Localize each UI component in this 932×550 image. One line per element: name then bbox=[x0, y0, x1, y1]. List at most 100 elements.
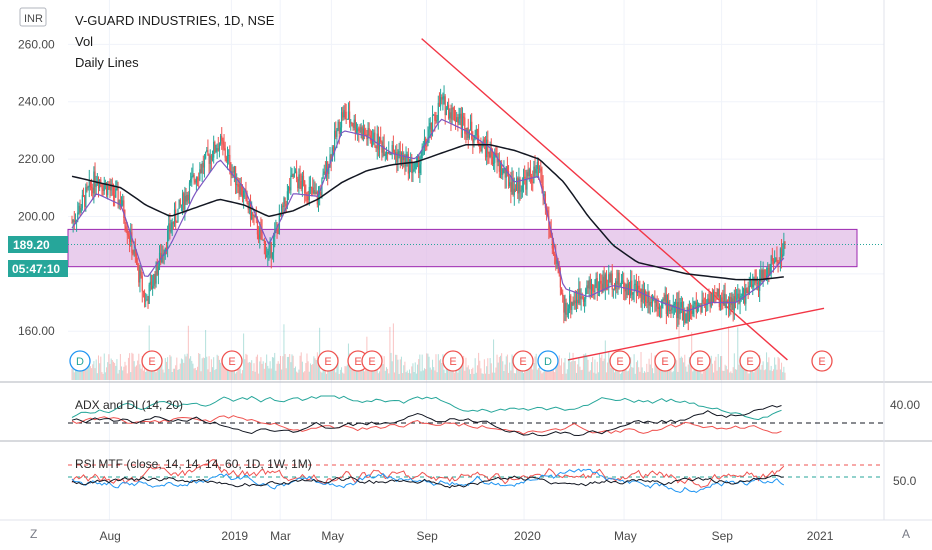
candle-body bbox=[718, 288, 720, 307]
candle-body bbox=[135, 255, 138, 264]
candle-body bbox=[661, 300, 663, 309]
candle-body bbox=[480, 148, 482, 152]
volume-bar bbox=[194, 367, 196, 380]
volume-bar bbox=[503, 371, 505, 380]
candle-body bbox=[461, 116, 464, 129]
candle-body bbox=[649, 301, 651, 306]
candle-body bbox=[559, 273, 561, 288]
candle-body bbox=[188, 182, 191, 201]
volume-bar bbox=[356, 366, 358, 380]
candle-body bbox=[670, 309, 672, 311]
candle-body bbox=[93, 171, 95, 194]
event-marker-dividend[interactable]: D bbox=[69, 350, 91, 372]
volume-bar bbox=[580, 370, 582, 380]
candle-body bbox=[71, 222, 73, 224]
event-marker-earnings[interactable]: E bbox=[361, 350, 383, 372]
volume-bar bbox=[278, 363, 280, 380]
time-axis[interactable]: Aug 2019 Mar May Sep 2020 May Sep 2021 bbox=[99, 529, 833, 543]
volume-bar bbox=[667, 363, 669, 380]
volume-bar bbox=[747, 373, 749, 380]
volume-bar bbox=[225, 367, 227, 380]
candle-body bbox=[155, 262, 157, 284]
candle-body bbox=[555, 254, 557, 264]
candle-body bbox=[595, 278, 597, 286]
candle-body bbox=[211, 157, 214, 161]
candle-body bbox=[140, 270, 142, 276]
candle-body bbox=[716, 292, 718, 297]
candle-body bbox=[586, 285, 588, 289]
volume-bar bbox=[429, 367, 431, 380]
event-circle bbox=[512, 350, 534, 372]
candle-body bbox=[777, 261, 779, 263]
candle-body bbox=[732, 298, 734, 311]
candle-body bbox=[573, 300, 575, 305]
candle-body bbox=[334, 130, 336, 152]
volume-bar bbox=[394, 372, 396, 380]
event-marker-earnings[interactable]: E bbox=[317, 350, 339, 372]
candle-body bbox=[433, 114, 435, 116]
candle-body bbox=[269, 242, 271, 248]
volume-bar bbox=[231, 364, 233, 380]
event-marker-earnings[interactable]: E bbox=[811, 350, 833, 372]
event-marker-dividend[interactable]: D bbox=[537, 350, 559, 372]
auto-scale-button[interactable] bbox=[898, 526, 914, 542]
volume-bar bbox=[216, 354, 218, 380]
zoom-button[interactable] bbox=[26, 526, 42, 542]
event-label: E bbox=[519, 356, 526, 368]
event-marker-earnings[interactable]: E bbox=[221, 350, 243, 372]
volume-bar bbox=[683, 362, 685, 380]
candle-body bbox=[510, 182, 512, 192]
volume-bar bbox=[185, 356, 187, 380]
adx-pane bbox=[68, 395, 884, 437]
time-tick-label: Sep bbox=[712, 529, 734, 543]
candle-body bbox=[594, 285, 596, 292]
volume-bar bbox=[184, 354, 186, 380]
volume-bar bbox=[625, 366, 627, 380]
volume-bar bbox=[129, 353, 131, 380]
event-marker-earnings[interactable]: E bbox=[141, 350, 163, 372]
volume-bar bbox=[235, 373, 237, 380]
time-tick-label: Mar bbox=[270, 529, 291, 543]
volume-bar bbox=[273, 357, 275, 380]
event-marker-earnings[interactable]: E bbox=[739, 350, 761, 372]
event-marker-earnings[interactable]: E bbox=[609, 350, 631, 372]
currency-button[interactable] bbox=[19, 7, 47, 27]
volume-bar bbox=[578, 357, 580, 380]
volume-bar bbox=[761, 364, 763, 380]
candle-body bbox=[565, 302, 567, 315]
candle-body bbox=[540, 168, 542, 172]
candle-body bbox=[685, 320, 687, 324]
volume-bar bbox=[190, 356, 192, 380]
event-marker-earnings[interactable]: E bbox=[654, 350, 676, 372]
event-marker-earnings[interactable]: E bbox=[442, 350, 464, 372]
candle-body bbox=[733, 296, 735, 311]
volume-bar bbox=[420, 371, 422, 380]
study-vol[interactable]: Vol bbox=[75, 34, 93, 49]
volume-bar bbox=[449, 364, 451, 380]
candle-body bbox=[77, 212, 79, 221]
event-marker-earnings[interactable]: E bbox=[689, 350, 711, 372]
adx-label[interactable]: ADX and DI (14, 20) bbox=[75, 398, 183, 412]
candle-body bbox=[376, 133, 378, 149]
volume-bar bbox=[740, 359, 742, 380]
candle-body bbox=[460, 113, 462, 129]
symbol-title[interactable]: V-GUARD INDUSTRIES, 1D, NSE bbox=[75, 13, 275, 28]
candle-body bbox=[626, 284, 628, 295]
volume-bar bbox=[410, 373, 412, 380]
volume-bar bbox=[758, 367, 760, 380]
volume-bar bbox=[93, 361, 95, 380]
volume-bar bbox=[743, 369, 745, 380]
trendline bbox=[567, 307, 825, 361]
study-daily-lines[interactable]: Daily Lines bbox=[75, 55, 139, 70]
price-scale[interactable]: 260.00 240.00 220.00 200.00 160.00 bbox=[18, 37, 55, 338]
event-marker-earnings[interactable]: E bbox=[512, 350, 534, 372]
volume-bar bbox=[476, 365, 478, 380]
volume-bar bbox=[203, 358, 205, 380]
volume-bar bbox=[485, 373, 487, 380]
volume-bar bbox=[543, 364, 545, 380]
volume-bar bbox=[669, 370, 671, 380]
candle-body bbox=[759, 278, 761, 291]
rsi-label[interactable]: RSI MTF (close, 14, 14, 14, 60, 1D, 1W, … bbox=[75, 457, 312, 471]
